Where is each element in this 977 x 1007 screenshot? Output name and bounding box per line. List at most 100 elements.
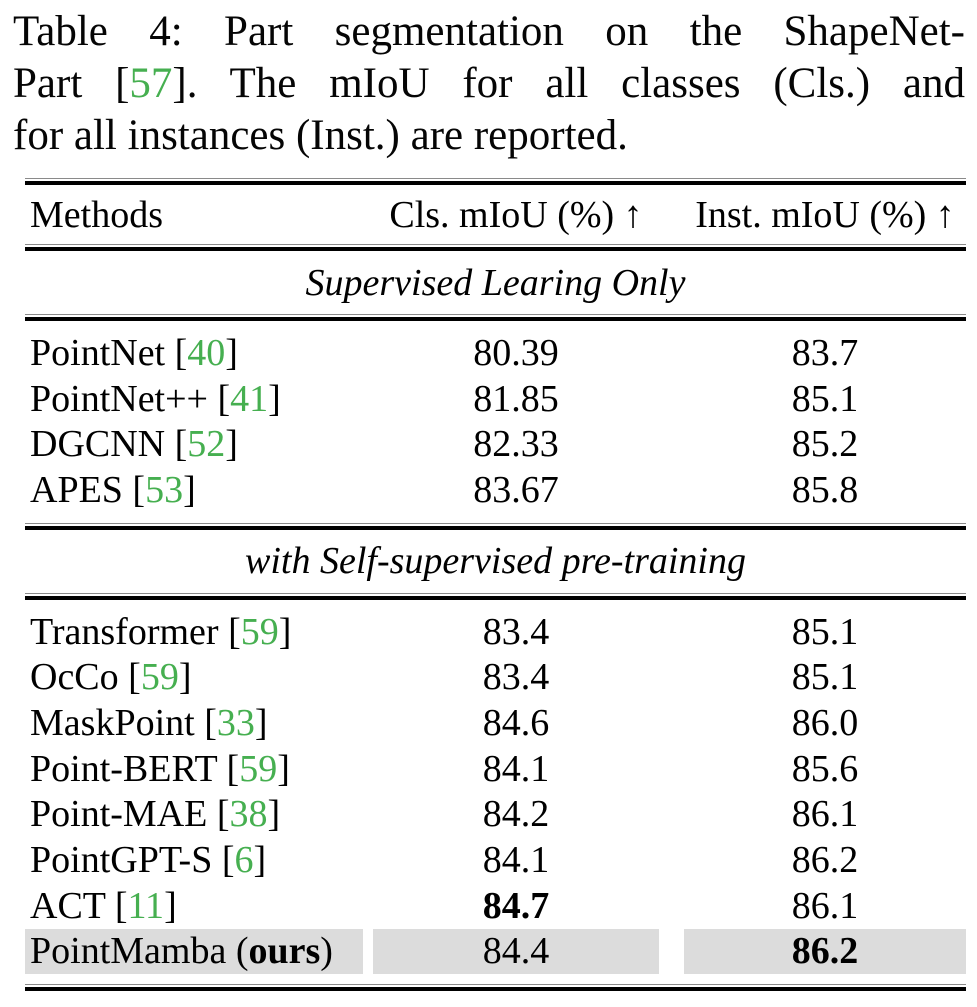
table-row: PointGPT-S [6] 84.1 86.2 [25, 837, 966, 883]
cls-miou-value: 84.4 [373, 928, 659, 975]
method-cell: PointGPT-S [6] [25, 837, 363, 883]
table-row: PointMamba (ours) 84.4 86.2 [25, 928, 966, 975]
method-name: ACT [ [30, 884, 128, 927]
column-gap [659, 792, 684, 838]
cls-miou-value: 84.1 [482, 839, 550, 882]
method-name: Point-MAE [ [30, 793, 230, 836]
method-name-suffix: ] [225, 331, 238, 374]
inst-miou-value: 86.0 [791, 701, 859, 744]
citation-ref[interactable]: 53 [145, 468, 184, 511]
method-name-suffix: ] [178, 656, 192, 699]
method-name-suffix: ] [267, 793, 281, 836]
column-gap [363, 185, 373, 244]
cls-miou-value: 84.7 [482, 884, 550, 927]
method-name-suffix: ] [278, 610, 292, 653]
citation-ref[interactable]: 40 [187, 331, 226, 374]
citation-ref[interactable]: 59 [239, 747, 278, 790]
method-cell: PointMamba (ours) [25, 928, 363, 975]
column-gap [659, 883, 684, 929]
section-rows: Transformer [59] 83.4 85.1 OcCo [59] 83.… [25, 600, 966, 985]
column-gap [659, 700, 684, 746]
method-name-bold: ours [248, 930, 321, 973]
table-row: ACT [11] 84.7 86.1 [25, 883, 966, 929]
inst-miou-value: 86.2 [684, 928, 966, 975]
section-rule [25, 592, 966, 600]
column-gap [363, 609, 373, 655]
inst-miou-value: 86.1 [791, 884, 859, 927]
method-name-suffix: ] [268, 377, 281, 420]
column-gap [659, 654, 684, 700]
citation-ref[interactable]: 11 [127, 884, 165, 927]
table-row: Point-MAE [38] 84.2 86.1 [25, 792, 966, 838]
header-methods: Methods [30, 193, 163, 236]
column-gap [659, 609, 684, 655]
citation-ref[interactable]: 41 [230, 377, 269, 420]
cls-miou-value: 84.2 [482, 793, 550, 836]
header-rule [25, 244, 966, 251]
method-cell: Point-BERT [59] [25, 746, 363, 792]
section-rule [25, 314, 966, 321]
citation-ref[interactable]: 6 [234, 839, 254, 882]
method-name: PointNet [ [30, 331, 188, 374]
inst-miou-value: 85.2 [791, 423, 859, 466]
citation-ref[interactable]: 33 [216, 701, 255, 744]
cls-miou-value: 81.85 [473, 377, 559, 420]
citation-ref[interactable]: 38 [229, 793, 268, 836]
caption-line-2: Part [57]. The mIoU for all classes (Cls… [13, 58, 965, 110]
method-cell: PointNet [40] [25, 330, 363, 376]
method-name: PointMamba ( [30, 930, 249, 973]
table-section: with Self-supervised pre-training Transf… [25, 530, 966, 992]
citation-ref[interactable]: 57 [129, 60, 173, 107]
column-gap [363, 746, 373, 792]
cls-miou-value: 83.4 [482, 656, 550, 699]
section-rows: PointNet [40] 80.39 83.7 PointNet++ [41]… [25, 321, 966, 523]
method-name-suffix: ] [254, 701, 268, 744]
inst-miou-value: 85.1 [791, 610, 859, 653]
column-gap [659, 330, 684, 376]
inst-miou-value: 85.6 [791, 747, 859, 790]
caption-text: ]. The mIoU for all classes (Cls.) and [172, 60, 965, 107]
method-cell: Transformer [59] [25, 609, 363, 655]
column-gap [363, 700, 373, 746]
section-title: Supervised Learing Only [305, 261, 686, 304]
inst-miou-value: 85.1 [791, 377, 859, 420]
method-name-suffix: ] [164, 884, 177, 927]
table-row: OcCo [59] 83.4 85.1 [25, 654, 966, 700]
column-gap [363, 421, 373, 467]
table-body: Supervised Learing Only PointNet [40] 80… [25, 251, 966, 992]
table-row: APES [53] 83.67 85.8 [25, 467, 966, 513]
column-gap [659, 185, 684, 244]
citation-ref[interactable]: 52 [187, 423, 226, 466]
method-cell: DGCNN [52] [25, 421, 363, 467]
section-end-rule [25, 522, 966, 530]
table-section: Supervised Learing Only PointNet [40] 80… [25, 251, 966, 530]
method-name-suffix: ] [225, 423, 238, 466]
inst-miou-value: 83.7 [791, 331, 859, 374]
method-cell: APES [53] [25, 467, 363, 513]
citation-ref[interactable]: 59 [140, 656, 179, 699]
method-cell: OcCo [59] [25, 654, 363, 700]
method-name-suffix: ] [183, 468, 196, 511]
method-cell: ACT [11] [25, 883, 363, 929]
cls-miou-value: 84.1 [482, 747, 550, 790]
top-rule [25, 178, 966, 185]
cls-miou-value: 83.4 [482, 610, 550, 653]
inst-miou-value: 85.1 [791, 656, 859, 699]
method-cell: MaskPoint [33] [25, 700, 363, 746]
column-gap [659, 929, 684, 975]
table-row: MaskPoint [33] 84.6 86.0 [25, 700, 966, 746]
inst-miou-value: 86.1 [791, 793, 859, 836]
header-cls-miou: Cls. mIoU (%) ↑ [389, 193, 643, 236]
caption-text: for all instances (Inst.) are reported. [13, 112, 628, 159]
section-title: with Self-supervised pre-training [245, 540, 746, 583]
caption-line-3: for all instances (Inst.) are reported. [13, 110, 965, 162]
citation-ref[interactable]: 59 [240, 610, 279, 653]
method-name: PointNet++ [ [30, 377, 231, 420]
table-row: DGCNN [52] 82.33 85.2 [25, 421, 966, 467]
method-cell: PointNet++ [41] [25, 376, 363, 422]
method-name: PointGPT-S [ [30, 839, 235, 882]
column-gap [363, 929, 373, 975]
caption-text: Part [ [13, 60, 130, 107]
table-header-row: Methods Cls. mIoU (%) ↑ Inst. mIoU (%) ↑ [25, 185, 966, 244]
column-gap [363, 792, 373, 838]
